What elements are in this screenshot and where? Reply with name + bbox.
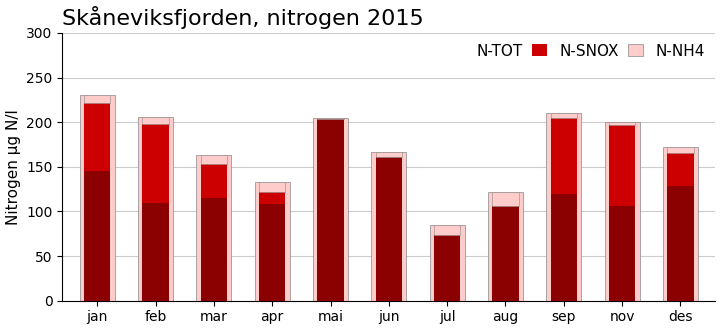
Bar <box>668 153 694 185</box>
Bar <box>434 225 460 235</box>
Bar <box>668 147 694 153</box>
Bar <box>138 117 173 301</box>
Bar <box>663 147 698 301</box>
Bar <box>143 124 169 203</box>
Bar <box>317 119 344 301</box>
Bar <box>488 192 523 301</box>
Bar <box>547 113 581 301</box>
Bar <box>551 118 577 194</box>
Bar <box>371 151 407 301</box>
Bar <box>200 155 227 164</box>
Bar <box>551 113 577 118</box>
Bar <box>605 122 640 301</box>
Bar <box>430 225 464 301</box>
Text: Skåneviksfjorden, nitrogen 2015: Skåneviksfjorden, nitrogen 2015 <box>62 6 424 29</box>
Bar <box>143 117 169 124</box>
Bar <box>609 125 635 206</box>
Legend: N-TOT, N-SNOX, N-NH4: N-TOT, N-SNOX, N-NH4 <box>443 38 711 65</box>
Bar <box>259 192 286 204</box>
Bar <box>143 203 169 301</box>
Bar <box>609 122 635 125</box>
Bar <box>200 164 227 198</box>
Bar <box>434 235 460 236</box>
Bar <box>492 192 518 206</box>
Bar <box>84 103 110 171</box>
Y-axis label: Nitrogen µg N/l: Nitrogen µg N/l <box>6 109 21 225</box>
Bar <box>259 204 286 301</box>
Bar <box>313 118 348 301</box>
Bar <box>259 182 286 192</box>
Bar <box>196 155 231 301</box>
Bar <box>200 198 227 301</box>
Bar <box>668 185 694 301</box>
Bar <box>434 236 460 301</box>
Bar <box>84 171 110 301</box>
Bar <box>551 194 577 301</box>
Bar <box>84 95 110 103</box>
Bar <box>609 206 635 301</box>
Bar <box>317 118 344 119</box>
Bar <box>492 206 518 301</box>
Bar <box>80 95 115 301</box>
Bar <box>376 151 402 157</box>
Bar <box>255 182 290 301</box>
Bar <box>376 157 402 301</box>
